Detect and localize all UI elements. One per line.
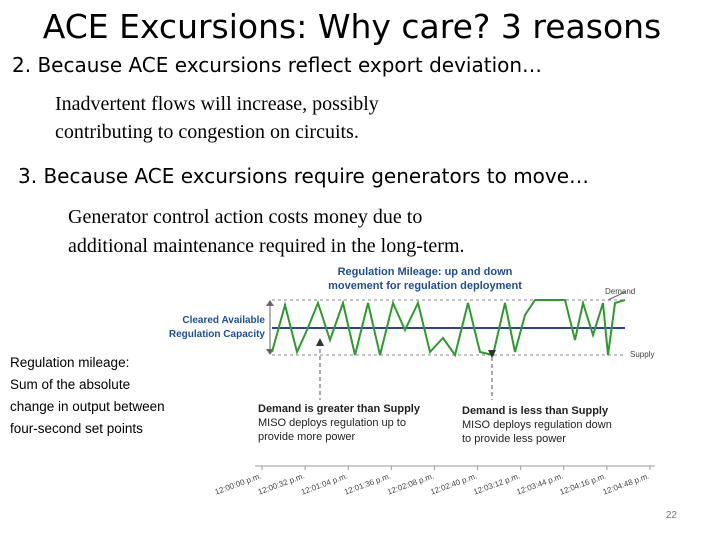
note-line: Demand is greater than Supply <box>258 403 421 415</box>
capacity-box <box>155 311 267 343</box>
sidebar-box <box>6 350 204 442</box>
time-label: 12:02:40 p.m. <box>429 471 478 496</box>
page-number: 22 <box>666 510 678 521</box>
time-label: 12:04:16 p.m. <box>559 471 608 496</box>
slide-title: ACE Excursions: Why care? 3 reasons <box>43 7 662 46</box>
note-line: provide more power <box>258 431 356 443</box>
supply-label: Supply <box>630 350 654 359</box>
note-line: Demand is less than Supply <box>462 405 609 417</box>
section-heading: 3. Because ACE excursions require genera… <box>18 164 589 188</box>
sidebar-line: Regulation mileage: <box>10 355 129 370</box>
time-label: 12:01:36 p.m. <box>343 471 392 496</box>
note-line: to provide less power <box>462 433 566 445</box>
time-label: 12:04:48 p.m. <box>602 471 651 496</box>
body-line: contributing to congestion on circuits. <box>55 121 359 143</box>
body-line: additional maintenance required in the l… <box>68 235 465 257</box>
sidebar-line: four-second set points <box>10 421 143 436</box>
sidebar-line: Sum of the absolute <box>10 377 130 392</box>
leader <box>607 291 626 301</box>
arrow-head <box>266 300 274 306</box>
capacity-label: Cleared Available <box>182 315 265 326</box>
time-label: 12:03:44 p.m. <box>515 471 564 496</box>
demand-label: Demand <box>605 287 635 296</box>
time-label: 12:01:04 p.m. <box>300 471 349 496</box>
figure: Regulation Mileage: up and down movement… <box>155 266 655 497</box>
time-label: 12:00:00 p.m. <box>214 471 263 496</box>
section-heading: 2. Because ACE excursions reflect export… <box>12 53 542 77</box>
time-label: 12:00:32 p.m. <box>257 471 306 496</box>
note-line: MISO deploys regulation up to <box>258 417 406 429</box>
demand-line <box>271 299 626 358</box>
time-labels: 12:00:00 p.m.12:00:32 p.m.12:01:04 p.m.1… <box>214 466 651 497</box>
body-line: Inadvertent flows will increase, possibl… <box>55 93 379 115</box>
capacity-label: Regulation Capacity <box>169 329 266 340</box>
sidebar-line: change in output between <box>10 399 165 414</box>
note-line: MISO deploys regulation down <box>462 419 612 431</box>
time-label: 12:03:12 p.m. <box>472 471 521 496</box>
body-line: Generator control action costs money due… <box>68 206 422 228</box>
arrow-head <box>488 350 496 358</box>
figure-title: Regulation Mileage: up and down <box>338 266 513 278</box>
time-label: 12:02:08 p.m. <box>386 471 435 496</box>
figure-title: movement for regulation deployment <box>328 280 522 292</box>
arrow-head <box>316 338 324 346</box>
